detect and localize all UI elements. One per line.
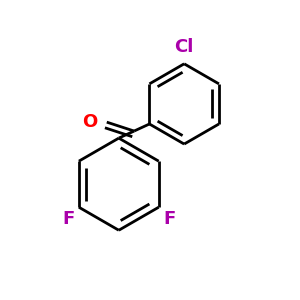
Text: F: F: [62, 210, 74, 228]
Text: Cl: Cl: [175, 38, 194, 56]
Text: F: F: [163, 210, 176, 228]
Text: O: O: [82, 113, 98, 131]
